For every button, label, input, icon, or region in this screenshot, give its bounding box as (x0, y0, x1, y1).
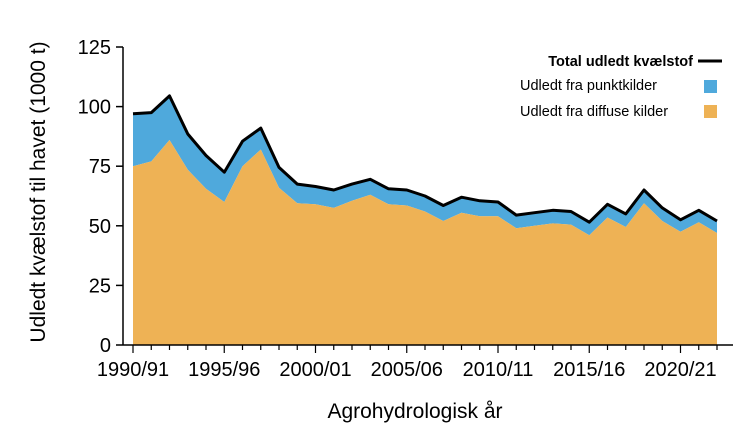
x-tick-label: 2000/01 (279, 359, 351, 381)
area-diffuse-sources (133, 140, 717, 345)
area-point-sources (133, 95, 717, 236)
x-tick-label: 2010/11 (463, 359, 534, 381)
legend-label-total: Total udledt kvælstof (548, 54, 693, 70)
legend: Total udledt kvælstof Udledt fra punktki… (520, 54, 722, 120)
x-axis-title: Agrohydrologisk år (327, 400, 502, 423)
legend-label-point: Udledt fra punktkilder (520, 78, 657, 94)
legend-swatch-point (704, 80, 717, 93)
legend-swatch-diffuse (704, 105, 717, 118)
y-tick-label: 25 (89, 275, 111, 297)
x-tick-label: 2015/16 (553, 359, 625, 381)
y-ticks: 0 25 50 75 100 125 (78, 37, 123, 357)
y-tick-label: 0 (100, 335, 111, 357)
x-tick-label: 2020/21 (644, 359, 716, 381)
x-tick-label: 2005/06 (371, 359, 443, 381)
y-tick-label: 50 (89, 216, 111, 238)
line-total (132, 94, 718, 224)
plot-areas (132, 94, 718, 345)
x-ticks: 1990/91 1995/96 2000/01 2005/06 2010/11 2015/… (97, 345, 718, 381)
x-tick-label: 1995/96 (188, 359, 260, 381)
legend-label-diffuse: Udledt fra diffuse kilder (520, 104, 668, 120)
y-tick-label: 125 (78, 37, 111, 59)
x-tick-label: 1990/91 (97, 359, 169, 381)
y-tick-label: 75 (89, 156, 111, 178)
y-tick-label: 100 (78, 97, 111, 119)
y-axis-title: Udledt kvælstof til havet (1000 t) (27, 41, 50, 342)
